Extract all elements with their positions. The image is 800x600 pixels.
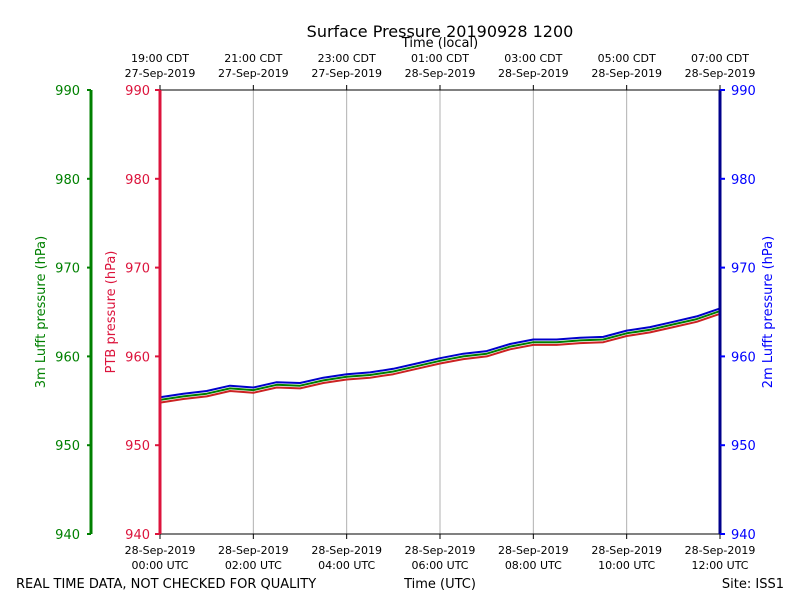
lufft2m-tick-label-960: 960 (731, 350, 756, 365)
top-tick-date-0: 27-Sep-2019 (125, 67, 196, 80)
ptb-tick-label-960: 960 (125, 350, 150, 365)
top-tick-time-2: 23:00 CDT (318, 52, 376, 65)
bottom-tick-time-5: 10:00 UTC (598, 559, 655, 572)
lufft2m-axis-label: 2m Lufft pressure (hPa) (761, 236, 776, 388)
bottom-tick-date-1: 28-Sep-2019 (218, 544, 289, 557)
footer-site-label: Site: ISS1 (722, 577, 784, 592)
bottom-tick-date-4: 28-Sep-2019 (498, 544, 569, 557)
series-line-1 (159, 310, 721, 401)
lufft2m-tick-label-980: 980 (731, 173, 756, 188)
bottom-axis-title: Time (UTC) (403, 577, 476, 592)
ptb-tick-label-970: 970 (125, 262, 150, 277)
lufft3m-tick-label-950: 950 (55, 439, 80, 454)
top-tick-date-3: 28-Sep-2019 (405, 67, 476, 80)
footer-quality-note: REAL TIME DATA, NOT CHECKED FOR QUALITY (16, 577, 316, 592)
lufft2m-tick-label-940: 940 (731, 528, 756, 543)
lufft3m-tick-label-990: 990 (55, 84, 80, 99)
top-tick-date-2: 27-Sep-2019 (311, 67, 382, 80)
lufft2m-tick-label-950: 950 (731, 439, 756, 454)
top-tick-date-1: 27-Sep-2019 (218, 67, 289, 80)
lufft3m-axis-label: 3m Lufft pressure (hPa) (34, 236, 49, 388)
bottom-tick-time-3: 06:00 UTC (411, 559, 468, 572)
bottom-tick-date-2: 28-Sep-2019 (311, 544, 382, 557)
bottom-tick-time-0: 00:00 UTC (131, 559, 188, 572)
series-line-0 (159, 312, 721, 404)
ptb-tick-label-940: 940 (125, 528, 150, 543)
top-tick-time-4: 03:00 CDT (504, 52, 562, 65)
bottom-tick-time-2: 04:00 UTC (318, 559, 375, 572)
ptb-tick-label-950: 950 (125, 439, 150, 454)
tick-marks: 28-Sep-2019 00:00 UTC 28-Sep-2019 02:00 UTC… (55, 52, 756, 572)
lufft2m-tick-label-970: 970 (731, 262, 756, 277)
lufft3m-tick-label-980: 980 (55, 173, 80, 188)
top-axis-title: Time (local) (401, 36, 478, 51)
top-tick-time-3: 01:00 CDT (411, 52, 469, 65)
ptb-axis-label: PTB pressure (hPa) (104, 251, 119, 374)
top-tick-time-6: 07:00 CDT (691, 52, 749, 65)
top-tick-time-1: 21:00 CDT (224, 52, 282, 65)
ptb-tick-label-980: 980 (125, 173, 150, 188)
lufft3m-tick-label-960: 960 (55, 350, 80, 365)
bottom-tick-time-1: 02:00 UTC (225, 559, 282, 572)
ptb-tick-label-990: 990 (125, 84, 150, 99)
top-tick-date-6: 28-Sep-2019 (685, 67, 756, 80)
bottom-tick-date-0: 28-Sep-2019 (125, 544, 196, 557)
top-tick-time-5: 05:00 CDT (598, 52, 656, 65)
top-tick-date-4: 28-Sep-2019 (498, 67, 569, 80)
lufft2m-tick-label-990: 990 (731, 84, 756, 99)
bottom-tick-date-6: 28-Sep-2019 (685, 544, 756, 557)
lufft3m-tick-label-970: 970 (55, 262, 80, 277)
series-layer (159, 307, 721, 404)
lufft3m-tick-label-940: 940 (55, 528, 80, 543)
bottom-tick-time-6: 12:00 UTC (691, 559, 748, 572)
chart-title: Surface Pressure 20190928 1200 (307, 22, 574, 41)
grid-lines (252, 90, 628, 534)
bottom-tick-date-3: 28-Sep-2019 (405, 544, 476, 557)
top-tick-time-0: 19:00 CDT (131, 52, 189, 65)
series-line-2 (159, 307, 721, 399)
bottom-tick-time-4: 08:00 UTC (505, 559, 562, 572)
bottom-tick-date-5: 28-Sep-2019 (591, 544, 662, 557)
top-tick-date-5: 28-Sep-2019 (591, 67, 662, 80)
